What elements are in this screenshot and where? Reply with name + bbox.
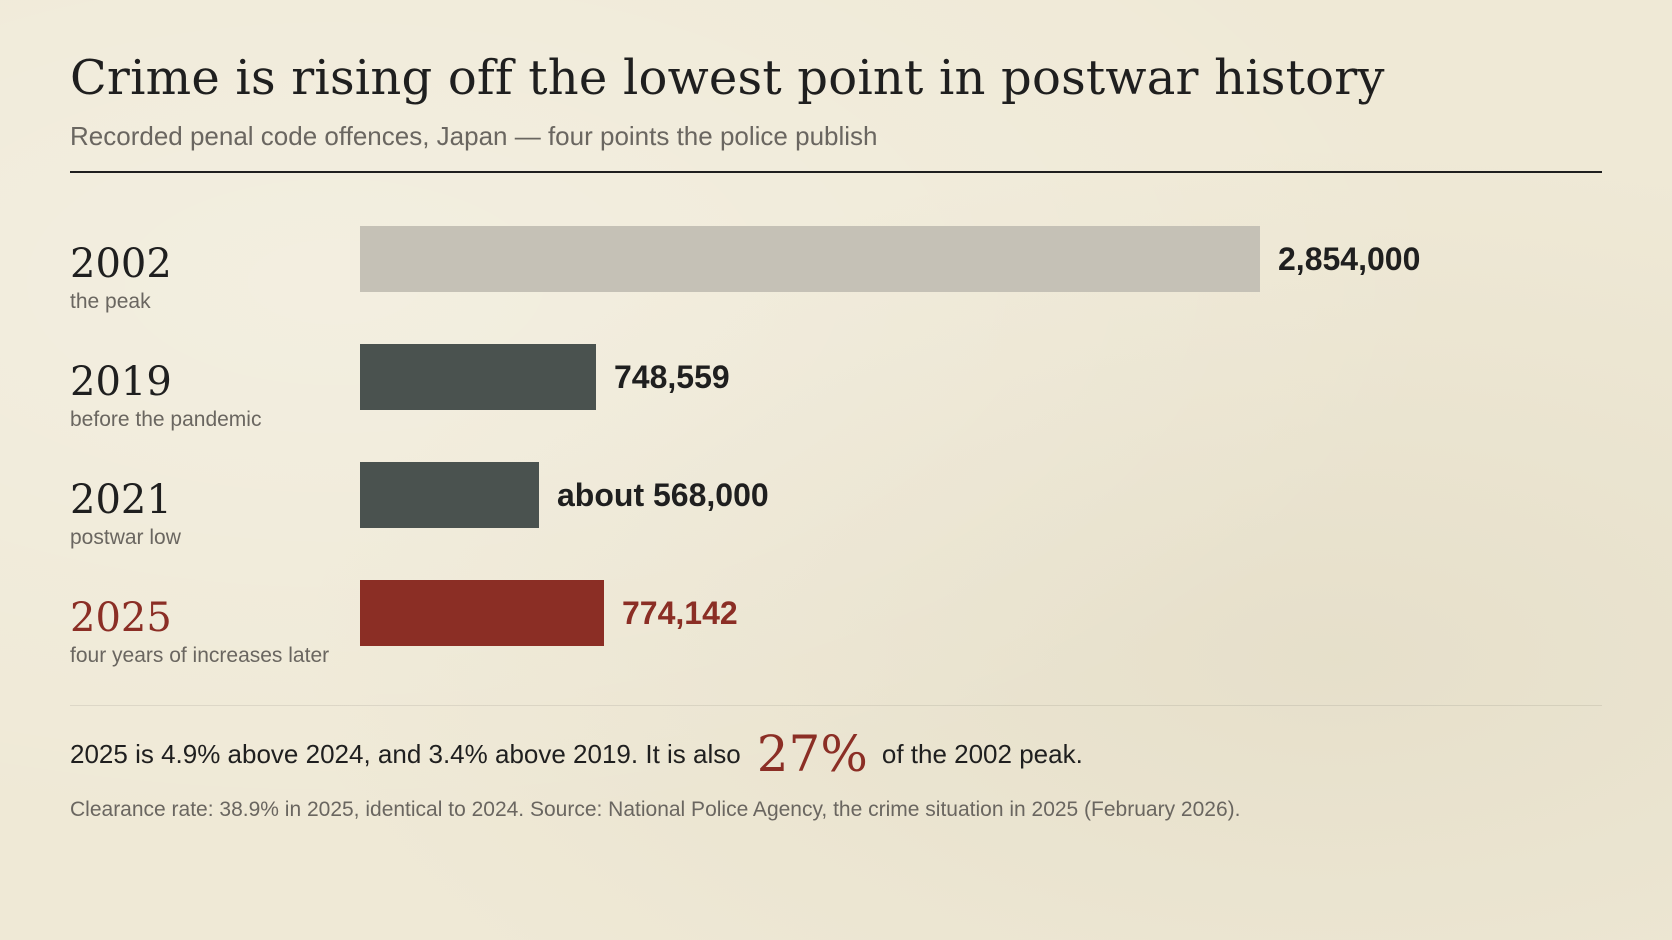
year-label-2019: 2019 [70,359,172,405]
summary-lead: 2025 is 4.9% above 2024, and 3.4% above … [70,738,741,769]
year-label-2025: 2025 [70,595,172,641]
bar-2021 [360,462,539,528]
bar-2019 [360,344,596,410]
year-note-2025: four years of increases later [70,644,330,667]
year-label-2002: 2002 [70,241,172,287]
year-note-2021: postwar low [70,526,181,549]
summary-divider [70,705,1602,706]
value-label-2002: 2,854,000 [1278,241,1421,277]
source-note: Clearance rate: 38.9% in 2025, identical… [70,798,1241,821]
chart-title: Crime is rising off the lowest point in … [70,50,1385,106]
year-note-2019: before the pandemic [70,408,262,431]
value-label-2021: about 568,000 [557,477,769,513]
bar-2025 [360,580,604,646]
summary-line: 2025 is 4.9% above 2024, and 3.4% above … [70,728,1083,780]
bar-2002 [360,226,1260,292]
value-label-2019: 748,559 [614,359,730,395]
year-label-2021: 2021 [70,477,172,523]
year-note-2002: the peak [70,290,151,313]
summary-tail: of the 2002 peak. [881,738,1083,769]
title-divider [70,171,1602,173]
value-label-2025: 774,142 [622,595,738,631]
summary-highlight-percent: 27% [756,725,868,783]
chart-subtitle: Recorded penal code offences, Japan — fo… [70,121,878,151]
